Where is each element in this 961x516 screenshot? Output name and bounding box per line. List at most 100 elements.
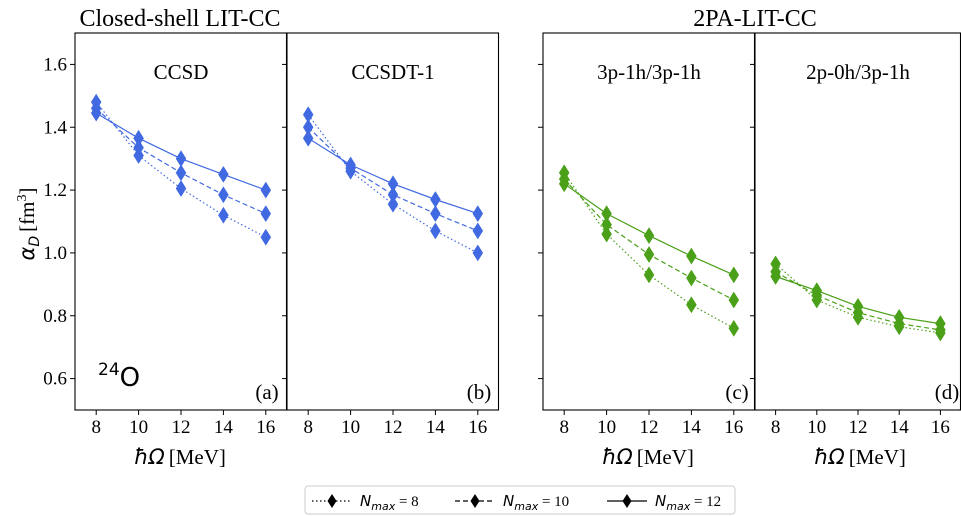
data-point [728, 319, 740, 337]
data-point [728, 291, 740, 309]
y-tick-label: 1.0 [43, 243, 67, 264]
panel-frame [542, 32, 756, 411]
x-tick-label: 12 [849, 417, 868, 438]
data-point [260, 205, 272, 223]
data-point [770, 268, 781, 285]
x-tick-label: 16 [724, 417, 743, 438]
x-axis-label-left: ħΩ [MeV] [134, 445, 226, 469]
series-line [95, 101, 267, 238]
data-point [175, 180, 187, 197]
panel-label: (a) [255, 380, 278, 404]
data-point [686, 296, 697, 314]
data-point [218, 165, 229, 183]
series-solid [302, 129, 484, 223]
panel-label: (d) [935, 380, 960, 404]
data-point [643, 227, 655, 245]
panel-c: 8 10 12 14 16 3p-1h/3p-1h (c) [538, 32, 756, 438]
legend-label-nmax-10: Nmax = 10 [503, 492, 569, 513]
data-point [345, 156, 356, 174]
x-tick-label: 16 [931, 417, 950, 438]
data-point [852, 297, 864, 315]
group-title-closed-shell: Closed-shell LIT-CC [79, 6, 280, 32]
data-point [558, 175, 570, 193]
series-dashed [558, 170, 740, 309]
x-tick-label: 14 [890, 417, 910, 438]
data-point [260, 181, 272, 199]
data-point [601, 225, 612, 243]
series-solid [770, 268, 946, 333]
x-axis-symbol-left: ħΩ [134, 445, 165, 469]
y-tick-label: 1.6 [43, 54, 67, 75]
method-label: 3p-1h/3p-1h [597, 60, 701, 84]
data-point [175, 164, 187, 182]
data-point [218, 186, 229, 204]
series-solid [90, 104, 272, 199]
x-tick-label: 14 [214, 417, 234, 438]
data-point [387, 195, 399, 213]
x-tick-label: 8 [303, 417, 313, 438]
method-label: CCSD [154, 60, 209, 84]
data-point [472, 205, 484, 223]
data-point [643, 266, 655, 284]
y-tick-label: 0.8 [43, 306, 67, 327]
x-tick-label: 10 [129, 417, 148, 438]
panel-b: 8 10 12 14 16 CCSDT-1 (b) [282, 32, 500, 438]
nucleus-mass: 24 [98, 360, 120, 380]
data-point [728, 266, 740, 284]
x-axis-symbol-d: ħΩ [814, 445, 845, 469]
data-point [218, 206, 229, 224]
x-tick-label: 10 [597, 417, 616, 438]
x-axis-symbol-c: ħΩ [602, 445, 633, 469]
x-tick-label: 8 [771, 417, 781, 438]
data-point [430, 205, 441, 223]
panel-frame [74, 32, 288, 411]
data-point [90, 104, 102, 122]
x-tick-label: 12 [172, 417, 191, 438]
data-point [260, 228, 272, 246]
data-point [472, 222, 484, 240]
x-axis-label-right-c: ħΩ [MeV] [602, 445, 694, 469]
data-point [601, 216, 612, 234]
method-label: 2p-0h/3p-1h [806, 60, 910, 84]
y-axis-symbol: α [15, 246, 39, 260]
panel-frame [754, 32, 961, 411]
series-solid [558, 175, 740, 284]
y-axis-unit-close: ] [15, 188, 39, 195]
legend-label-nmax-8: Nmax = 8 [360, 492, 419, 513]
x-tick-label: 12 [384, 417, 403, 438]
panel-label: (c) [725, 380, 748, 404]
x-axis-label-right-d: ħΩ [MeV] [814, 445, 906, 469]
legend-label-nmax-12: Nmax = 12 [655, 492, 721, 513]
x-tick-label: 10 [807, 417, 826, 438]
method-label: CCSDT-1 [351, 60, 434, 84]
x-tick-label: 14 [682, 417, 702, 438]
y-tick-label: 1.4 [43, 117, 67, 138]
legend-sample-dashed [455, 494, 495, 508]
data-point [175, 150, 187, 168]
data-point [686, 247, 697, 265]
y-axis-unit-power: 3 [15, 195, 30, 202]
x-axis-unit-left: [MeV] [169, 445, 226, 469]
data-point [430, 222, 441, 240]
data-point [387, 175, 399, 193]
x-tick-label: 8 [559, 417, 569, 438]
data-point [686, 269, 697, 287]
nucleus-label: 24O [98, 360, 140, 393]
y-axis-subscript: D [27, 236, 43, 247]
panel-d: 8 10 12 14 16 2p-0h/3p-1h (d) [750, 32, 961, 438]
panel-a: 8 10 12 14 16 0.6 0.8 1.0 1.2 1.4 1.6 CCSD (a) [43, 32, 288, 438]
data-point [935, 315, 946, 333]
data-point [387, 186, 399, 204]
panels: 8 10 12 14 16 0.6 0.8 1.0 1.2 1.4 1.6 CCSD (a) 8 10 12 1… [43, 32, 961, 438]
legend-sample-dotted [312, 494, 352, 508]
legend-marker [622, 494, 632, 508]
data-point [133, 139, 144, 157]
group-title-2pa: 2PA-LIT-CC [693, 6, 817, 32]
y-axis-unit-open: [fm [15, 202, 39, 232]
svg-text:αD[fm3]: αD [fm3] [15, 188, 43, 261]
y-axis-label: αD [fm3] [15, 188, 43, 261]
data-point [302, 129, 314, 147]
x-tick-label: 14 [426, 417, 446, 438]
x-tick-label: 12 [640, 417, 659, 438]
